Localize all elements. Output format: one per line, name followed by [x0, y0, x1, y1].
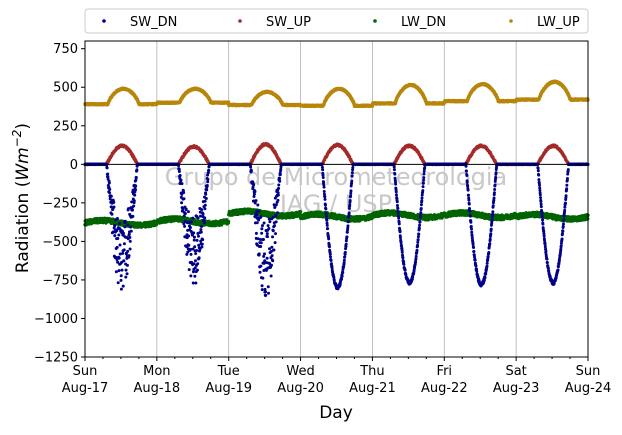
watermark-line-1: Grupo de Micrometeorologia	[165, 163, 507, 191]
data-point	[227, 220, 230, 223]
data-point	[299, 210, 302, 213]
